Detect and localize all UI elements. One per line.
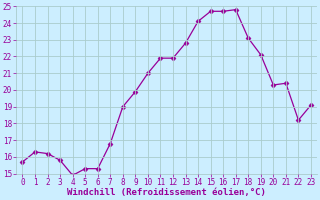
X-axis label: Windchill (Refroidissement éolien,°C): Windchill (Refroidissement éolien,°C): [67, 188, 266, 197]
